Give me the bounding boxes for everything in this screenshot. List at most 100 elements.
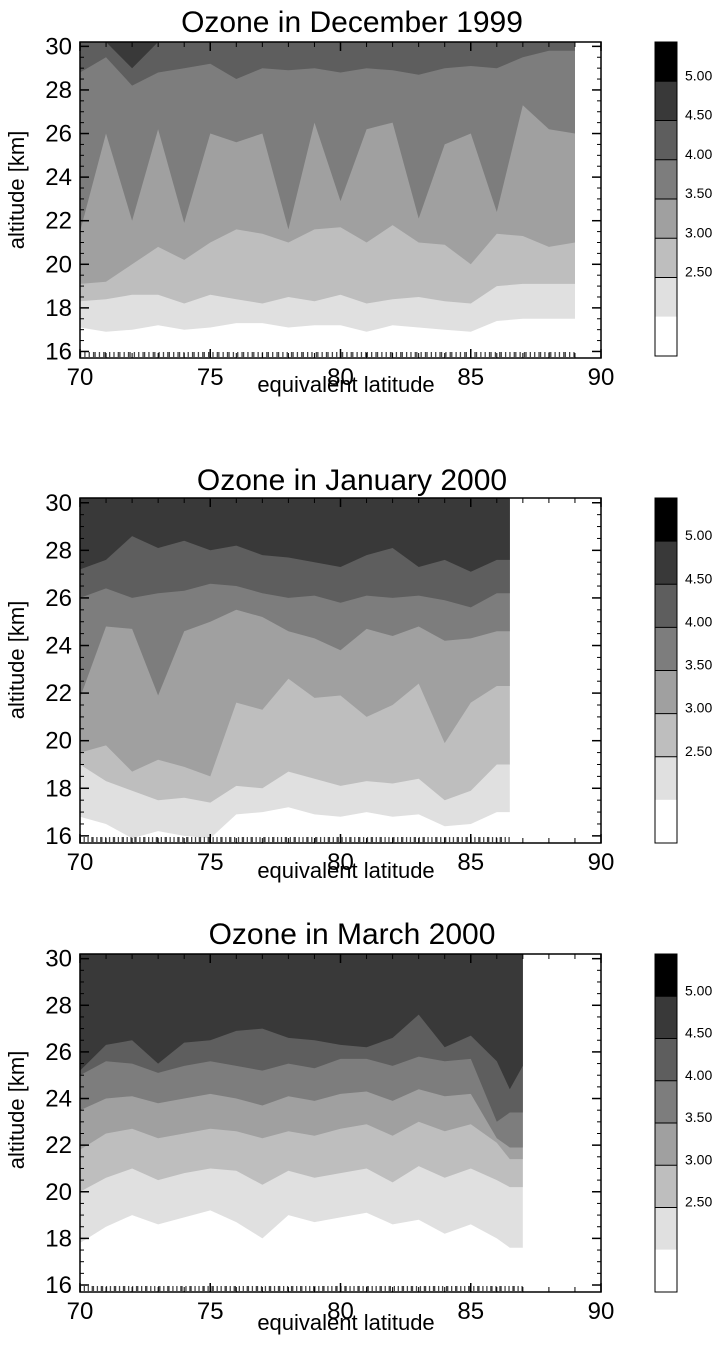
panel-december-1999: Ozone in December 1999 70 75 80 85 90 16 18 20 2… [4,6,712,397]
y-tick-label: 16 [45,338,72,365]
y-tick-label: 16 [45,1272,72,1299]
colorbar-segment [655,1207,677,1250]
contour-plot: 70 75 80 85 90 16 18 20 22 24 26 28 30 [45,33,614,391]
colorbar-label: 3.50 [685,185,712,201]
colorbar-label: 3.00 [685,1151,712,1167]
colorbar-label: 3.50 [685,1109,712,1125]
y-tick-label: 24 [45,1086,72,1113]
y-tick-label: 18 [45,1225,72,1252]
y-tick-label: 24 [45,633,72,660]
x-tick-label: 75 [197,849,224,876]
colorbar-segment [655,159,677,199]
y-axis-label: altitude [km] [4,131,29,250]
colorbar-segment [655,627,677,671]
x-tick-label: 85 [457,1298,484,1325]
y-tick-label: 26 [45,585,72,612]
y-tick-label: 20 [45,728,72,755]
contour-band-4 [80,42,575,232]
colorbar-label: 4.50 [685,107,712,123]
colorbar-label: 5.00 [685,67,712,83]
colorbar-segment [655,199,677,239]
y-tick-label: 28 [45,992,72,1019]
colorbar-segment [655,1165,677,1208]
colorbar-segment [655,996,677,1039]
colorbar-label: 4.50 [685,1025,712,1041]
x-tick-label: 75 [197,364,224,391]
colorbar-label: 4.50 [685,570,712,586]
colorbar-segment [655,498,677,542]
contour-band-5 [80,42,575,69]
y-tick-label: 26 [45,1039,72,1066]
contour-plot: 70 75 80 85 90 16 18 20 22 24 26 28 30 [45,490,614,876]
colorbar-segment [655,277,677,317]
contour-band-5.5 [80,954,523,1090]
colorbar-segment [655,1249,677,1292]
colorbar-segment [655,713,677,757]
y-tick-label: 18 [45,775,72,802]
y-tick-label: 20 [45,1179,72,1206]
x-tick-label: 90 [588,849,615,876]
colorbar-segment [655,541,677,585]
colorbar-segment [655,1123,677,1166]
colorbar: 5.00 4.50 4.00 3.50 3.00 2.50 [654,953,712,1293]
colorbar-segment [655,1080,677,1123]
x-tick-label: 70 [67,849,94,876]
y-tick-label: 28 [45,537,72,564]
x-axis-label: equivalent latitude [257,372,434,397]
x-tick-label: 75 [197,1298,224,1325]
colorbar-segment [655,1038,677,1081]
x-tick-label: 70 [67,364,94,391]
colorbar: 5.00 4.50 4.00 3.50 3.00 2.50 [654,41,712,357]
colorbar-segment [655,584,677,628]
panel-january-2000: Ozone in January 2000 70 75 80 85 90 16 18 20 22… [4,464,712,883]
colorbar-label: 5.00 [685,527,712,543]
x-tick-label: 80 [327,364,354,391]
colorbar-label: 2.50 [685,1194,712,1210]
y-tick-label: 16 [45,823,72,850]
colorbar-segment [655,120,677,160]
y-tick-label: 18 [45,295,72,322]
colorbar-segment [655,799,677,843]
x-tick-label: 80 [327,849,354,876]
y-tick-label: 20 [45,251,72,278]
x-axis-label: equivalent latitude [257,858,434,883]
y-axis-label: altitude [km] [4,1051,29,1170]
colorbar: 5.00 4.50 4.00 3.50 3.00 2.50 [654,497,712,844]
y-tick-label: 22 [45,1132,72,1159]
colorbar-segment [655,238,677,278]
contour-band-5 [80,498,510,572]
contour-band-4.5 [80,42,575,86]
colorbar-label: 5.00 [685,982,712,998]
x-tick-label: 90 [588,364,615,391]
y-tick-label: 22 [45,208,72,235]
y-axis-label: altitude [km] [4,601,29,720]
chart-title: Ozone in January 2000 [197,464,507,497]
y-tick-label: 22 [45,680,72,707]
y-tick-label: 30 [45,946,72,973]
y-tick-label: 24 [45,164,72,191]
colorbar-segment [655,316,677,356]
colorbar-segment [655,954,677,997]
colorbar-label: 2.50 [685,264,712,280]
chart-title: Ozone in December 1999 [181,6,523,39]
colorbar-label: 2.50 [685,743,712,759]
colorbar-segment [655,81,677,121]
y-tick-label: 26 [45,121,72,148]
colorbar-label: 4.00 [685,146,712,162]
colorbar-segment [655,42,677,82]
chart-title: Ozone in March 2000 [209,918,496,951]
x-tick-label: 90 [588,1298,615,1325]
colorbar-label: 3.00 [685,700,712,716]
colorbar-segment [655,756,677,800]
x-tick-label: 70 [67,1298,94,1325]
colorbar-label: 3.00 [685,224,712,240]
contour-plot: 70 75 80 85 90 16 18 20 22 24 26 28 30 [45,946,614,1325]
y-tick-label: 30 [45,490,72,517]
x-tick-label: 85 [457,849,484,876]
colorbar-label: 4.00 [685,613,712,629]
x-tick-label: 85 [457,364,484,391]
colorbar-label: 3.50 [685,657,712,673]
panel-march-2000: Ozone in March 2000 70 75 80 85 90 16 18 20 22 24… [4,918,712,1335]
y-tick-label: 28 [45,77,72,104]
